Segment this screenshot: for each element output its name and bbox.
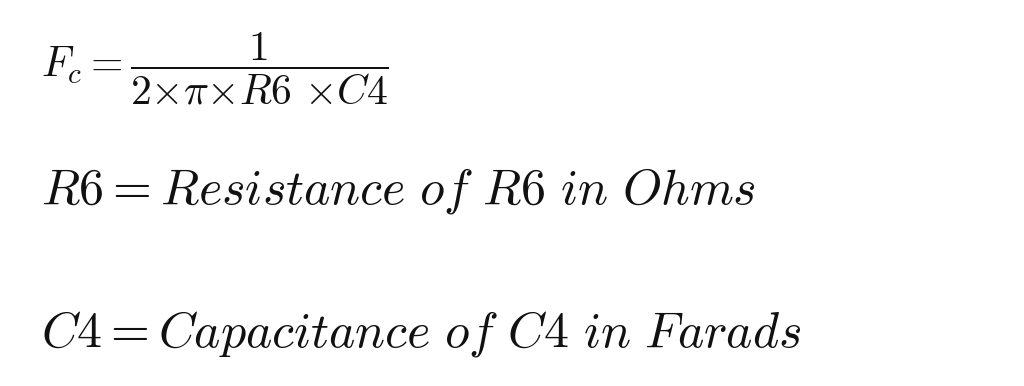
Text: $\mathit{F_c} = \dfrac{1}{2{\times}\pi{\times}R6\ {\times}C4}$: $\mathit{F_c} = \dfrac{1}{2{\times}\pi{\… [41,31,389,107]
Text: $\mathit{C4} = \mathit{Capacitance\ of\ C4\ in\ Farads}$: $\mathit{C4} = \mathit{Capacitance\ of\ … [41,309,802,359]
Text: $\mathit{R6} = \mathit{Resistance\ of\ R6\ in\ Ohms}$: $\mathit{R6} = \mathit{Resistance\ of\ R… [41,166,756,216]
